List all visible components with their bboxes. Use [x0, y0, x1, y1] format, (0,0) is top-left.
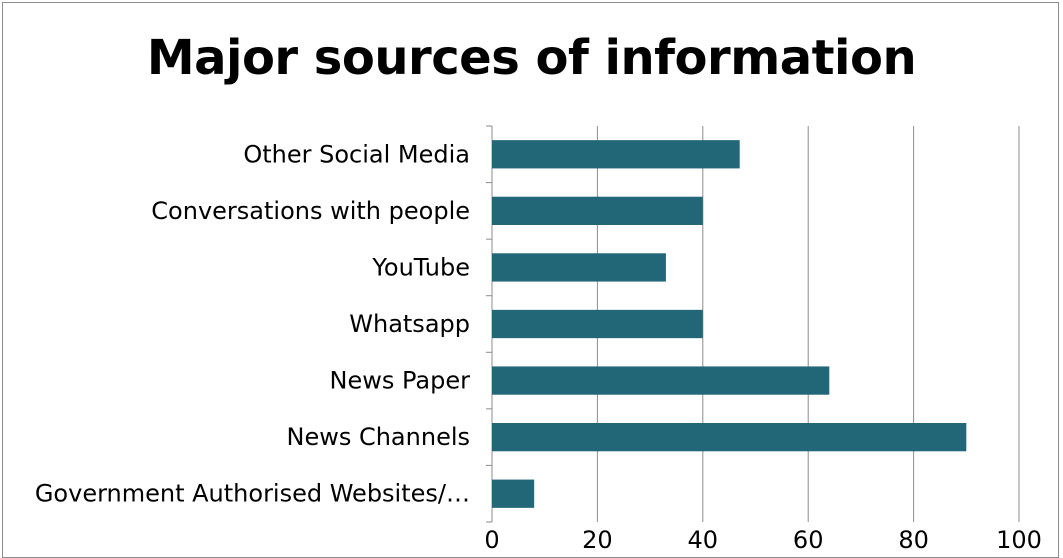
x-tick-label: 40	[688, 526, 719, 552]
bar	[492, 140, 740, 169]
bar	[492, 196, 703, 225]
bar	[492, 309, 703, 339]
category-label: Government Authorised Websites/…	[35, 480, 470, 508]
x-tick-label: 80	[898, 526, 929, 552]
x-tick-label: 0	[484, 526, 499, 552]
bar	[492, 423, 967, 452]
bar	[492, 253, 666, 282]
category-label: Conversations with people	[151, 197, 470, 225]
x-tick-label: 100	[996, 526, 1042, 552]
x-tick-label: 60	[793, 526, 824, 552]
category-label: Whatsapp	[349, 310, 470, 338]
category-label: Other Social Media	[243, 140, 470, 168]
category-label: YouTube	[371, 253, 470, 281]
bar	[492, 366, 830, 395]
category-label: News Paper	[330, 367, 471, 395]
category-label: News Channels	[286, 423, 470, 451]
chart-title: Major sources of information	[146, 30, 917, 86]
bar	[492, 479, 535, 508]
x-tick-label: 20	[582, 526, 613, 552]
